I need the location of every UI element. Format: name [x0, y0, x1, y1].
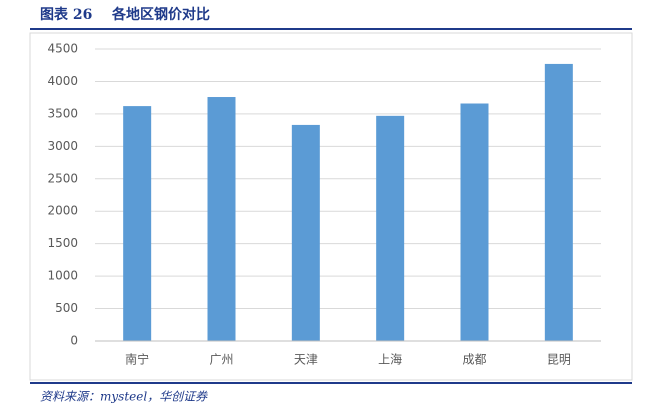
x-tick-label: 成都: [462, 353, 486, 367]
y-tick-label: 3500: [47, 106, 78, 120]
x-tick-label: 南宁: [125, 352, 149, 367]
y-tick-label: 2500: [47, 171, 78, 185]
y-tick-label: 4500: [47, 42, 78, 56]
y-tick-label: 1000: [47, 269, 78, 283]
chart-title: 各地区钢价对比: [111, 6, 210, 23]
x-tick-label: 昆明: [547, 353, 571, 367]
figure-label: 图表 26: [40, 6, 92, 23]
chart-frame: [29, 32, 633, 381]
y-tick-label: 1500: [47, 236, 78, 250]
bar: [376, 115, 405, 341]
bar: [123, 106, 152, 341]
bar: [460, 103, 489, 341]
bar: [291, 124, 320, 341]
y-tick-label: 2000: [47, 204, 78, 218]
source-note: 资料来源：mysteel，华创证券: [40, 390, 208, 404]
y-tick-label: 0: [70, 334, 78, 348]
x-tick-label: 天津: [294, 353, 318, 367]
y-tick-label: 3000: [47, 139, 78, 153]
x-tick-label: 广州: [209, 353, 233, 367]
x-tick-label: 上海: [378, 352, 402, 367]
y-tick-label: 4000: [47, 74, 78, 88]
bar: [207, 97, 236, 341]
bar: [544, 63, 573, 342]
y-tick-label: 500: [55, 301, 78, 315]
